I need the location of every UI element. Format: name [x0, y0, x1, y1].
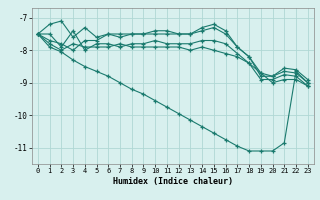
X-axis label: Humidex (Indice chaleur): Humidex (Indice chaleur) — [113, 177, 233, 186]
